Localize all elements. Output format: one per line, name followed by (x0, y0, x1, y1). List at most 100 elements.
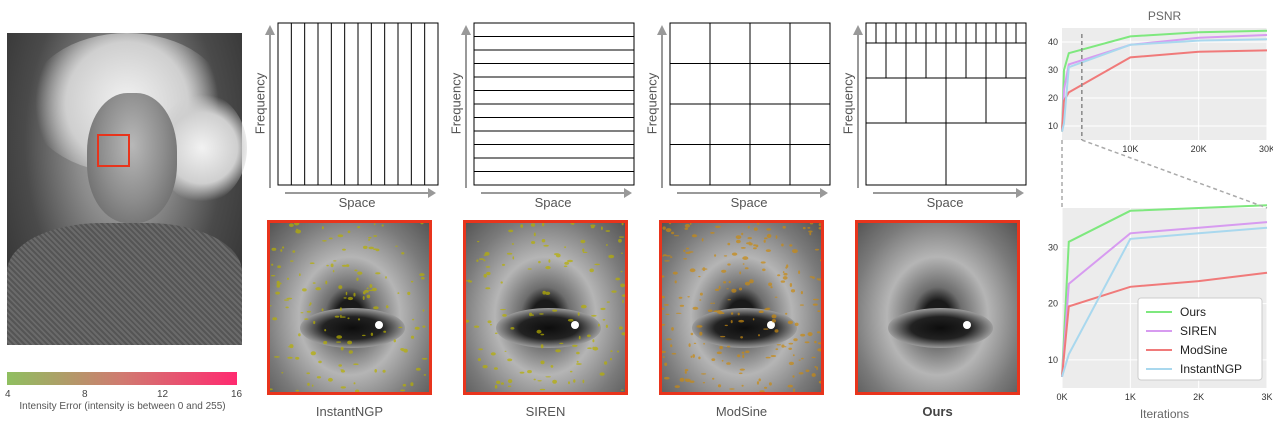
error-speck (410, 280, 414, 283)
error-speck (368, 236, 372, 239)
error-speck (800, 333, 806, 337)
error-speck (362, 296, 365, 300)
x-tick-label: 0K (1056, 392, 1067, 402)
error-speck (662, 323, 666, 326)
error-overlay (858, 223, 1018, 393)
x-axis-label: Space (926, 195, 964, 210)
x-axis-label: Space (534, 195, 572, 210)
error-speck (357, 271, 363, 275)
error-speck (739, 368, 745, 371)
error-speck (357, 318, 361, 321)
error-speck (775, 235, 778, 239)
error-speck (604, 361, 608, 365)
error-speck (712, 302, 716, 304)
error-speck (809, 223, 814, 225)
error-speck (347, 230, 351, 234)
error-speck (620, 283, 625, 288)
error-speck (572, 344, 578, 347)
y-axis-label: Frequency (840, 72, 856, 135)
plot-background (1062, 28, 1267, 140)
error-speck (540, 344, 544, 349)
error-speck (538, 260, 541, 264)
error-speck (736, 239, 741, 244)
error-speck (545, 266, 551, 270)
error-speck (485, 287, 491, 290)
error-speck (662, 350, 666, 354)
error-speck (271, 263, 274, 266)
error-speck (290, 260, 294, 262)
error-speck (610, 350, 613, 352)
method-label: SIREN (525, 404, 566, 419)
error-speck (665, 338, 672, 341)
error-speck (753, 247, 757, 250)
error-speck (286, 297, 293, 300)
arrow-head (657, 25, 667, 35)
error-speck (601, 226, 603, 231)
error-speck (598, 323, 600, 327)
error-speck (741, 384, 744, 387)
error-speck (592, 346, 595, 350)
eye-shape (692, 308, 797, 348)
error-speck (520, 224, 524, 228)
x-tick-label: 1K (1125, 392, 1136, 402)
error-speck (662, 275, 665, 278)
y-axis-label: Frequency (448, 72, 464, 135)
error-speck (530, 223, 536, 227)
error-speck (576, 351, 580, 355)
error-speck (292, 250, 296, 253)
error-speck (771, 319, 776, 323)
error-speck (569, 370, 573, 373)
error-speck (576, 360, 579, 363)
chart-title: PSNR (1148, 9, 1182, 23)
error-speck (353, 363, 359, 365)
error-speck (808, 230, 813, 233)
error-speck (621, 223, 624, 226)
error-speck (792, 375, 795, 378)
error-speck (812, 298, 819, 301)
error-speck (698, 356, 701, 360)
error-speck (381, 224, 384, 227)
error-speck (724, 324, 728, 327)
error-speck (608, 254, 615, 259)
psnr-charts: 10 20 30 40 10K 20K 30K PSNR 10 20 30 0K 1K 2K 3K Itera… (1048, 9, 1273, 421)
legend-label: Ours (1180, 305, 1206, 319)
x-tick-label: 3K (1261, 392, 1272, 402)
error-speck (363, 245, 368, 249)
error-speck (277, 265, 281, 268)
zoom-region-box (97, 134, 130, 167)
error-speck (410, 335, 415, 339)
error-speck (309, 262, 315, 264)
error-speck (332, 270, 335, 273)
error-speck (519, 371, 525, 374)
error-speck (674, 385, 680, 388)
error-speck (421, 357, 428, 360)
arrow-head (624, 188, 632, 198)
error-speck (500, 309, 506, 311)
error-speck (536, 329, 542, 334)
error-speck (334, 315, 340, 318)
error-speck (533, 378, 536, 381)
error-speck (489, 324, 492, 326)
error-speck (347, 296, 354, 301)
error-speck (766, 233, 772, 238)
error-speck (541, 239, 546, 243)
series-line (1061, 29, 1268, 132)
error-speck (716, 351, 722, 355)
error-speck (478, 258, 485, 260)
error-speck (715, 225, 721, 228)
error-speck (742, 256, 749, 260)
error-speck (620, 389, 624, 391)
error-speck (714, 288, 720, 291)
error-speck (744, 281, 751, 286)
error-speck (531, 241, 536, 244)
error-speck (322, 226, 324, 230)
error-speck (717, 384, 722, 388)
series-line (1061, 34, 1268, 132)
error-speck (393, 339, 396, 343)
error-speck (742, 263, 745, 265)
error-speck (366, 287, 369, 290)
error-speck (373, 223, 376, 226)
error-speck (738, 287, 743, 291)
error-speck (615, 277, 620, 281)
series-line (1061, 221, 1268, 377)
